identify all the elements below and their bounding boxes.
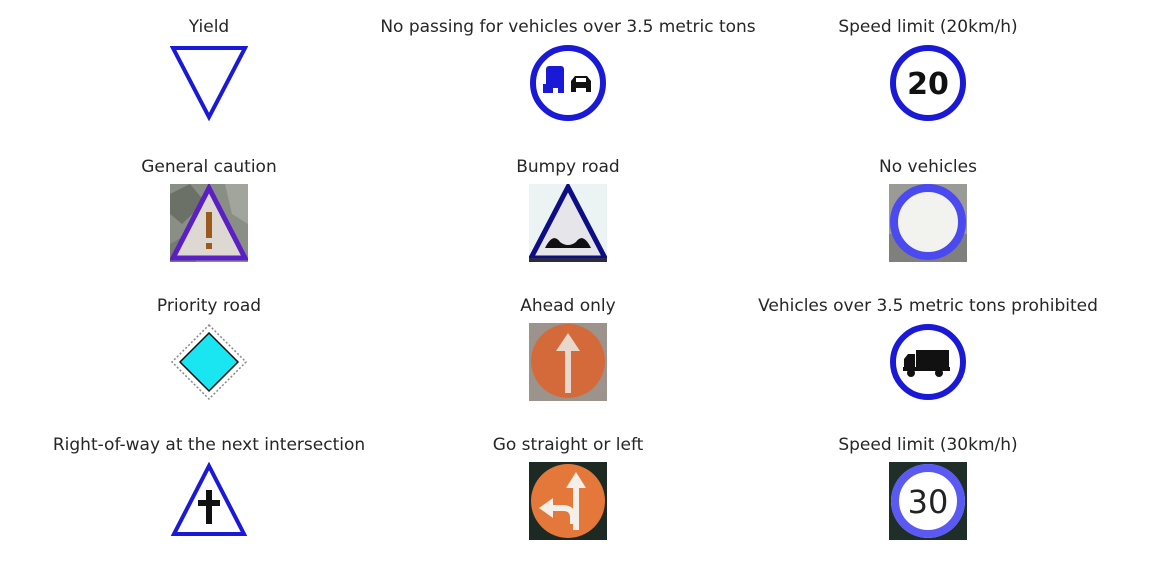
speed-limit-20-sign-icon: 20 (889, 44, 967, 122)
sign-title: Yield (188, 17, 230, 37)
speed-value: 20 (907, 67, 949, 102)
priority-road-sign-icon (170, 323, 248, 401)
right-of-way-sign-icon (170, 462, 248, 540)
sign-title: Speed limit (20km/h) (838, 17, 1018, 37)
no-vehicles-sign-icon (889, 184, 967, 262)
bumpy-road-sign-icon (529, 184, 607, 262)
sign-cell-no-trucks: Vehicles over 3.5 metric tons prohibited (736, 295, 1120, 425)
sign-cell-right-of-way: Right-of-way at the next intersection (17, 434, 401, 564)
sign-cell-no-passing-trucks: No passing for vehicles over 3.5 metric … (376, 16, 760, 146)
sign-title: General caution (141, 157, 277, 177)
no-trucks-sign-icon (889, 323, 967, 401)
sign-title: Speed limit (30km/h) (838, 435, 1018, 455)
sign-cell-general-caution: General caution (17, 156, 401, 286)
sign-title: Go straight or left (492, 435, 644, 455)
ahead-only-sign-icon (529, 323, 607, 401)
sign-cell-speed-limit-30: Speed limit (30km/h) 30 (736, 434, 1120, 564)
go-straight-or-left-sign-icon (529, 462, 607, 540)
sign-title: Bumpy road (516, 157, 620, 177)
sign-cell-bumpy-road: Bumpy road (376, 156, 760, 286)
general-caution-sign-icon (170, 184, 248, 262)
sign-title: Ahead only (520, 296, 616, 316)
sign-cell-go-straight-or-left: Go straight or left (376, 434, 760, 564)
speed-limit-30-sign-icon: 30 (889, 462, 967, 540)
yield-sign-icon (170, 44, 248, 122)
sign-cell-priority-road: Priority road (17, 295, 401, 425)
sign-cell-yield: Yield (17, 16, 401, 146)
sign-title: No passing for vehicles over 3.5 metric … (380, 17, 756, 37)
sign-title: Right-of-way at the next intersection (52, 435, 366, 455)
speed-value: 30 (908, 483, 949, 521)
sign-title: No vehicles (879, 157, 977, 177)
sign-cell-no-vehicles: No vehicles (736, 156, 1120, 286)
sign-cell-ahead-only: Ahead only (376, 295, 760, 425)
sign-cell-speed-limit-20: Speed limit (20km/h) 20 (736, 16, 1120, 146)
sign-title: Priority road (156, 296, 262, 316)
no-passing-trucks-sign-icon (529, 44, 607, 122)
sign-title: Vehicles over 3.5 metric tons prohibited (758, 296, 1098, 316)
